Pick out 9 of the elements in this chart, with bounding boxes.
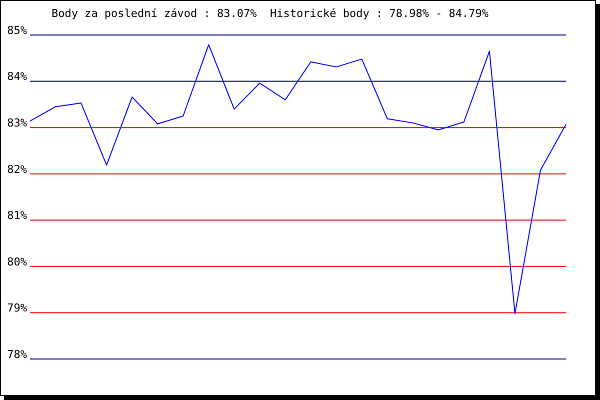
y-tick-label: 80% [7,255,28,268]
y-tick-label: 81% [7,209,28,222]
y-tick-label: 82% [7,162,28,176]
y-tick-label: 83% [7,116,28,130]
y-tick-label: 85% [7,24,28,37]
y-tick-label: 78% [7,348,28,361]
chart-title: Body za poslední závod : 83.07% Historické body : 78.98% - 84.79% [51,7,489,20]
y-tick-label: 84% [7,70,28,84]
y-tick-label: 79% [7,302,28,315]
